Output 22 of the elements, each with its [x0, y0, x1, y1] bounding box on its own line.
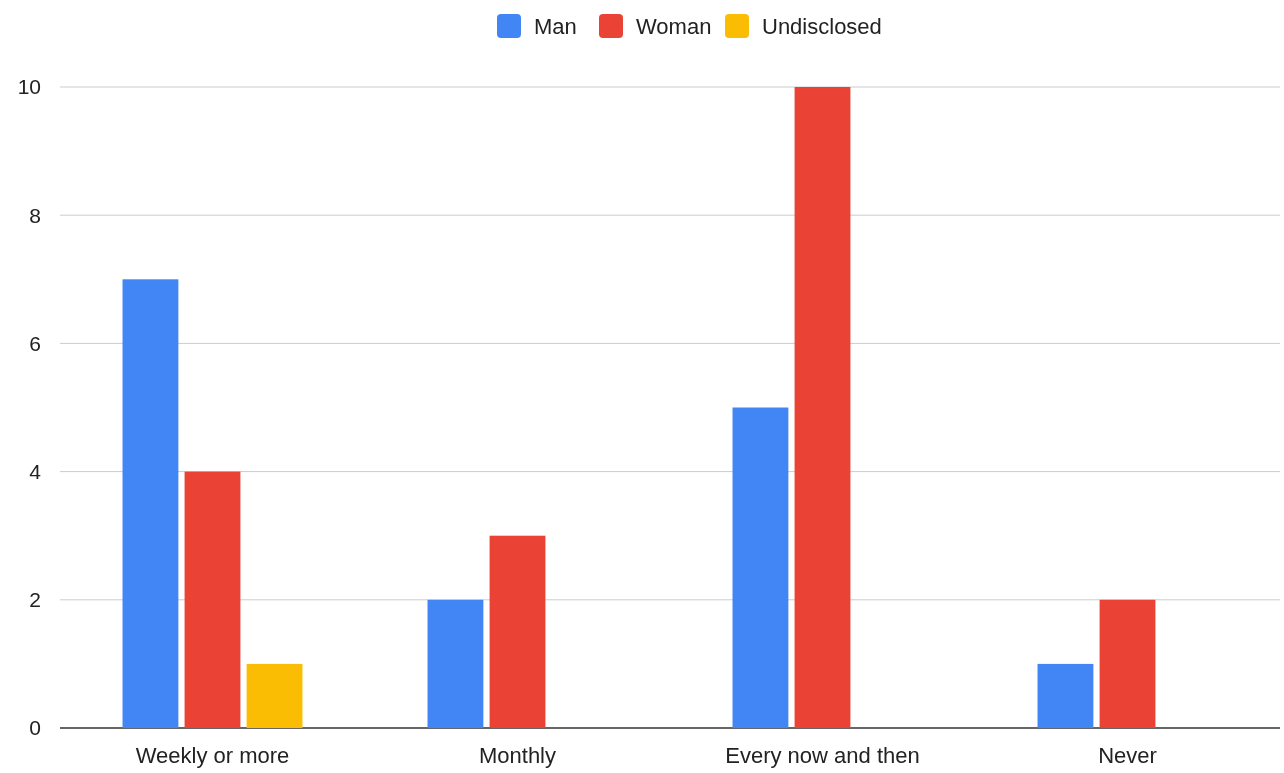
y-tick-label: 6 — [29, 331, 41, 355]
legend-label: Undisclosed — [762, 13, 882, 39]
x-tick-label: Weekly or more — [135, 743, 290, 768]
x-tick-label: Every now and then — [725, 743, 920, 768]
y-tick-label: 2 — [29, 588, 41, 612]
bar — [427, 599, 484, 728]
bar — [1099, 599, 1156, 728]
x-tick-label: Never — [1098, 743, 1157, 768]
bar — [184, 471, 241, 728]
bar — [122, 279, 179, 728]
legend-label: Woman — [636, 13, 712, 39]
y-tick-label: 10 — [17, 75, 41, 99]
bar — [732, 407, 789, 728]
y-tick-label: 8 — [29, 203, 41, 227]
bar — [794, 87, 851, 728]
y-tick-label: 0 — [29, 716, 41, 740]
x-tick-label: Monthly — [478, 743, 557, 768]
y-tick-label: 4 — [29, 459, 42, 483]
legend-label: Man — [534, 13, 577, 39]
bar — [489, 535, 546, 728]
bar — [246, 663, 303, 728]
bar — [1037, 663, 1094, 728]
